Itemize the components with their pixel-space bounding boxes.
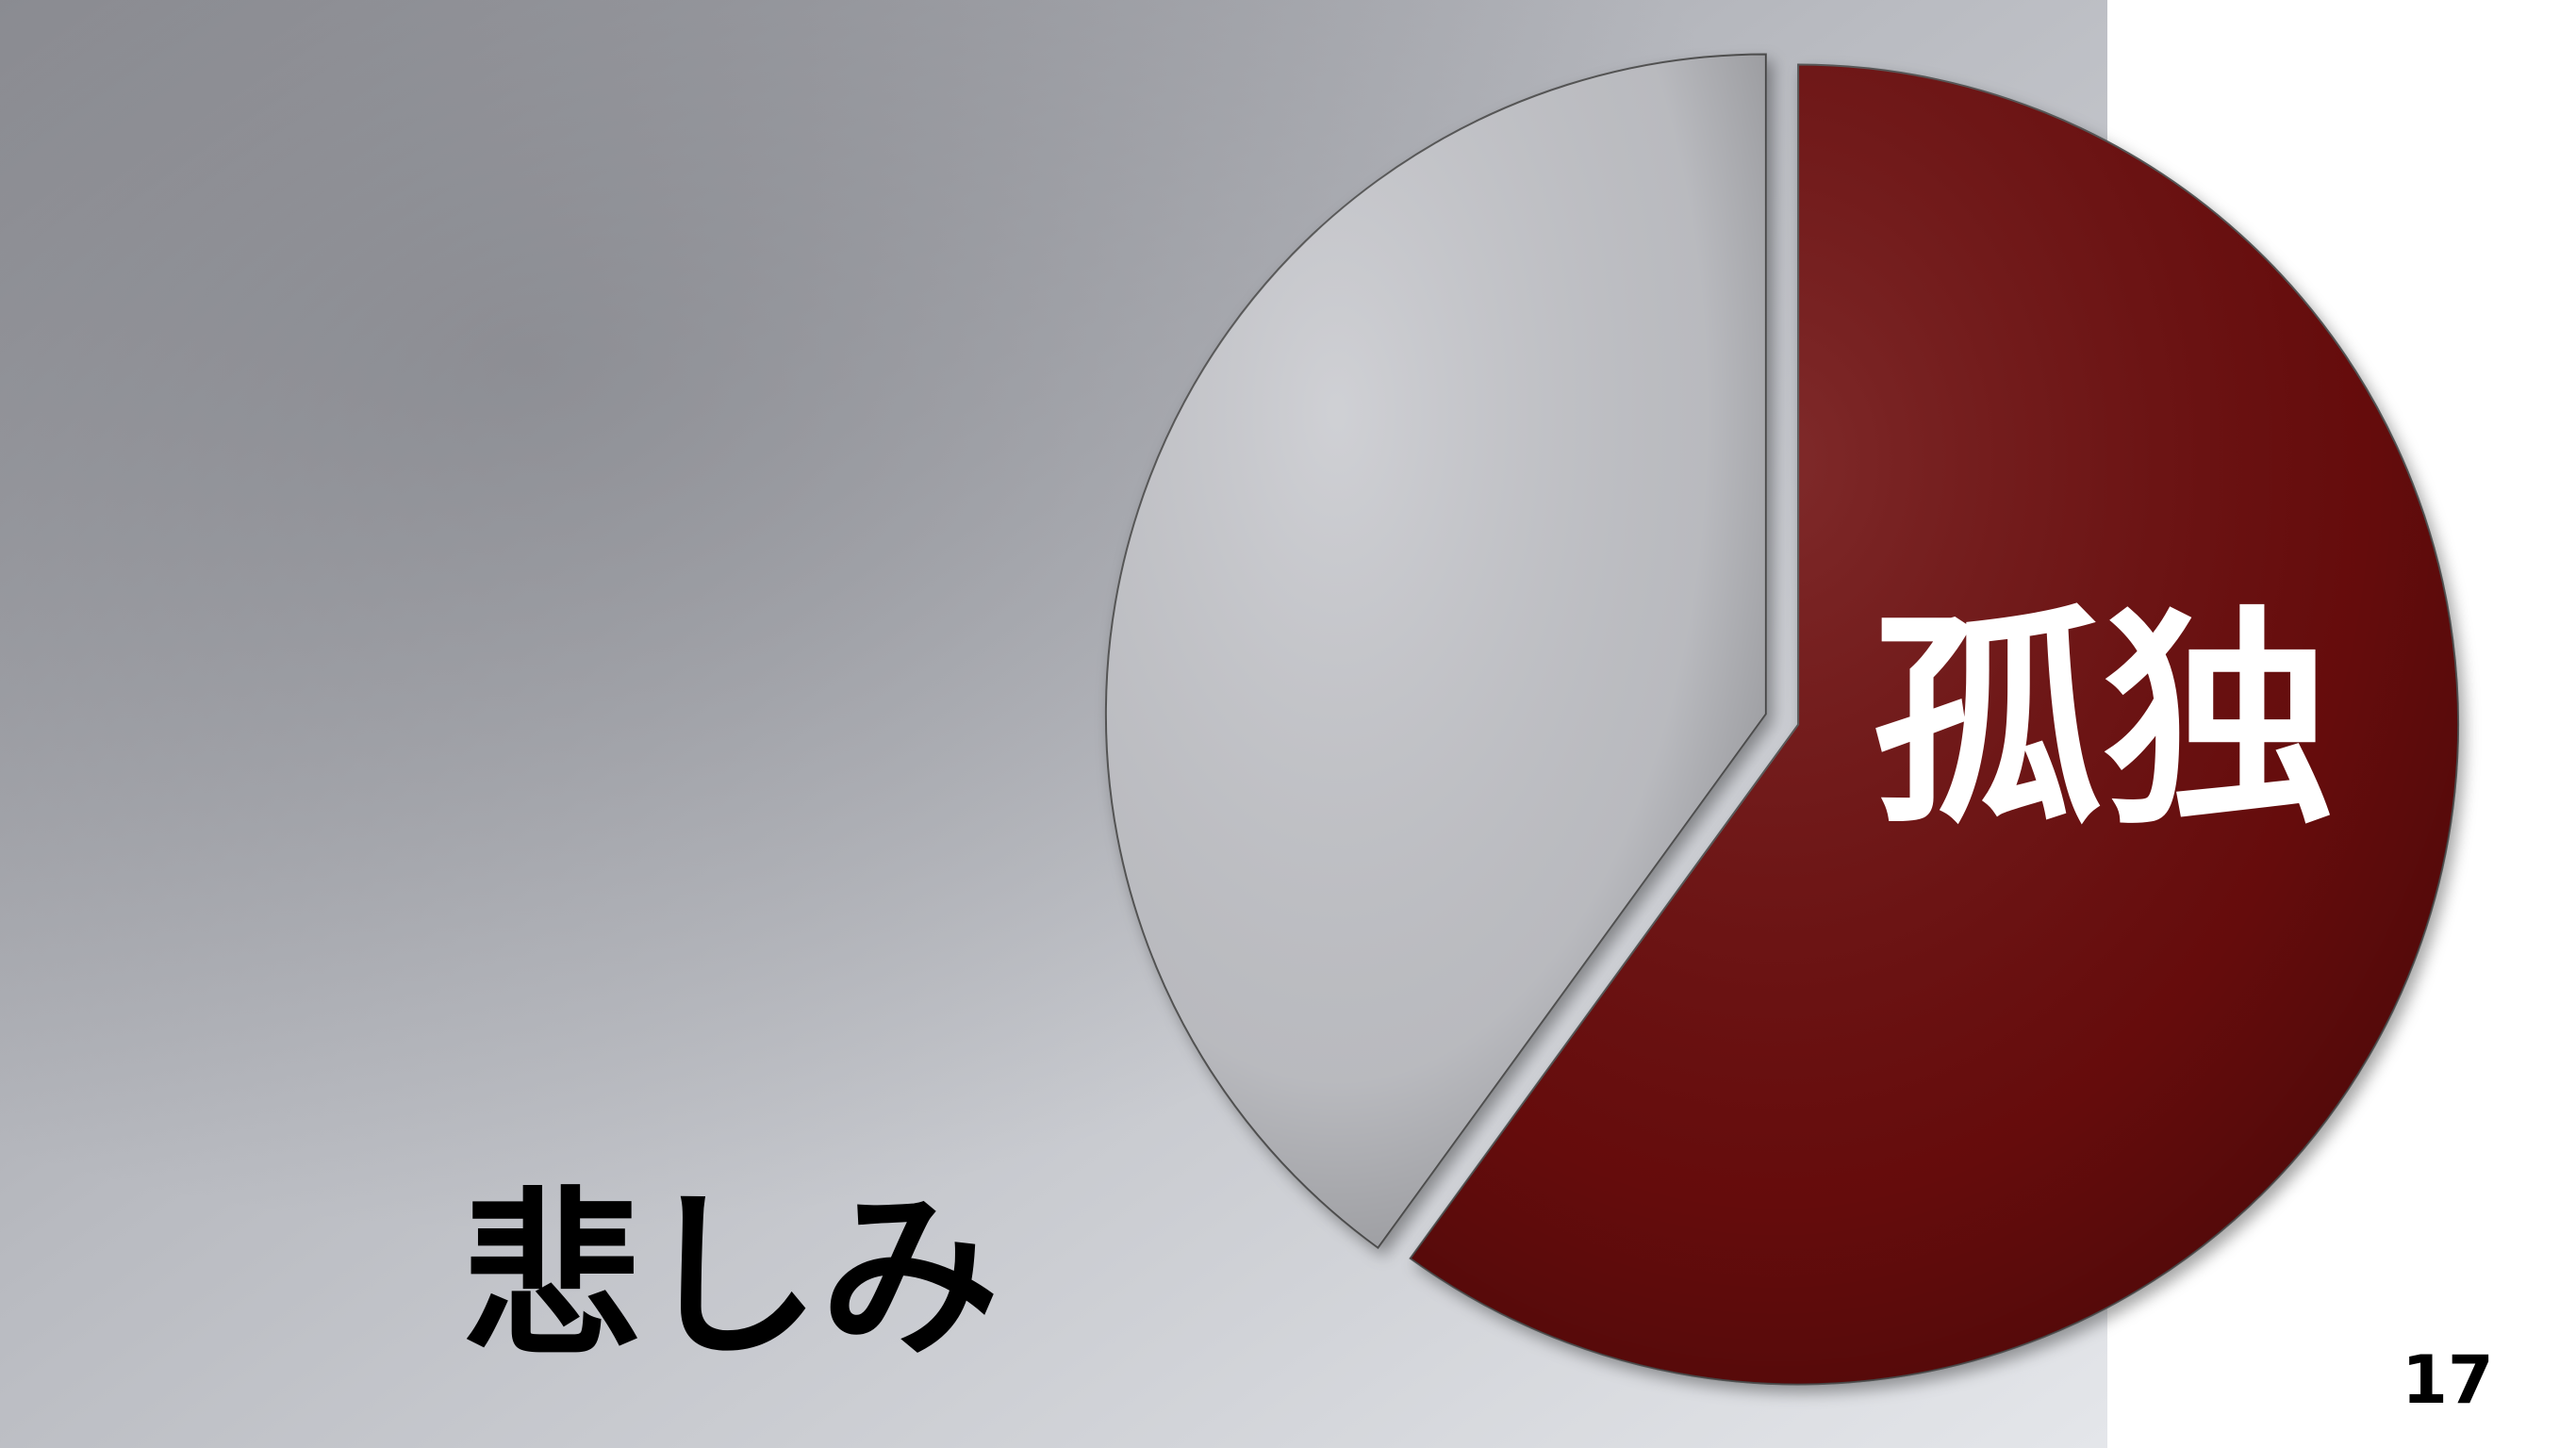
slice-label: 孤独: [1872, 587, 2334, 856]
slice-shading: [1410, 64, 2459, 1385]
page-number: 17: [2402, 1341, 2493, 1419]
slice-label: 悲しみ: [462, 1173, 999, 1381]
pie-chart: [1104, 53, 2460, 1386]
slice-shading: [1105, 54, 1766, 1248]
